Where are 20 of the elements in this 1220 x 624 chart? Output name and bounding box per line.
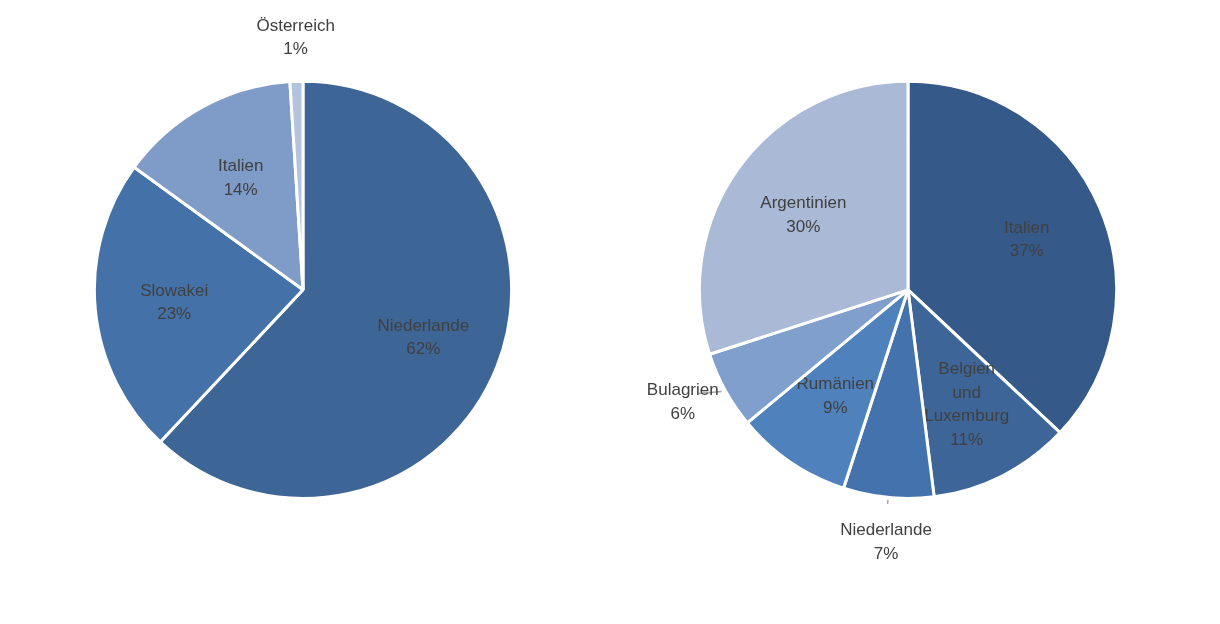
- slice-label: Slowakei: [140, 280, 209, 300]
- data-label: 23%: [157, 304, 192, 324]
- slice-label: Rumänien: [796, 374, 875, 394]
- slice-label: Niederlande: [377, 315, 470, 335]
- slice-label: Italien: [218, 156, 264, 176]
- data-label: 30%: [786, 216, 821, 236]
- data-label: 62%: [406, 339, 441, 359]
- slice-label: Bulagrien: [646, 379, 719, 399]
- data-label: 1%: [283, 39, 308, 59]
- data-label: 7%: [873, 544, 899, 564]
- data-label: 14%: [223, 179, 258, 199]
- data-label: 6%: [670, 403, 696, 423]
- slice-label: Niederlande: [840, 520, 932, 540]
- slice-label: Italien: [1004, 217, 1050, 237]
- slice-label: Österreich: [256, 15, 335, 35]
- data-label: 9%: [823, 398, 848, 418]
- slice-label: Argentinien: [760, 193, 847, 213]
- data-label: 11%: [950, 430, 984, 450]
- slice-label: Belgien und Luxemburg: [924, 358, 1010, 426]
- data-label: 37%: [1009, 241, 1044, 261]
